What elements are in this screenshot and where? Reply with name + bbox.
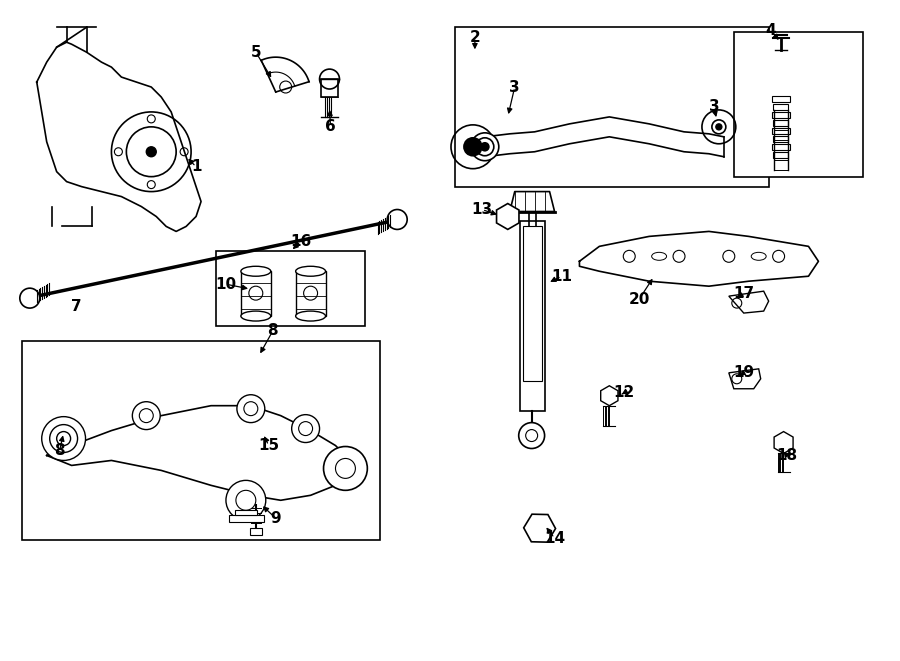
Bar bbox=[773, 104, 788, 110]
Text: 8: 8 bbox=[54, 443, 65, 458]
Text: 3: 3 bbox=[708, 99, 719, 114]
Circle shape bbox=[387, 210, 407, 229]
Bar bbox=[22, 341, 381, 540]
Bar bbox=[235, 510, 256, 515]
Text: 16: 16 bbox=[290, 234, 311, 249]
Bar bbox=[734, 32, 863, 176]
Text: 3: 3 bbox=[509, 79, 520, 95]
Text: 2: 2 bbox=[470, 30, 481, 45]
Text: 4: 4 bbox=[765, 22, 776, 38]
Circle shape bbox=[20, 288, 40, 308]
Bar bbox=[771, 112, 789, 118]
Ellipse shape bbox=[296, 266, 326, 276]
Bar bbox=[773, 152, 788, 158]
Polygon shape bbox=[729, 369, 760, 389]
Text: 14: 14 bbox=[544, 531, 565, 545]
Circle shape bbox=[464, 137, 482, 156]
Ellipse shape bbox=[296, 311, 326, 321]
Bar bbox=[519, 221, 544, 410]
Circle shape bbox=[518, 422, 544, 449]
Text: 11: 11 bbox=[551, 269, 572, 284]
Bar bbox=[773, 136, 788, 142]
Text: 15: 15 bbox=[258, 438, 279, 453]
Text: 17: 17 bbox=[734, 286, 754, 301]
Circle shape bbox=[716, 124, 722, 130]
Text: 7: 7 bbox=[71, 299, 82, 313]
Circle shape bbox=[147, 147, 157, 157]
Text: 12: 12 bbox=[614, 385, 634, 401]
Text: 8: 8 bbox=[267, 323, 278, 338]
Text: 5: 5 bbox=[250, 45, 261, 59]
Bar bbox=[229, 515, 264, 522]
Bar bbox=[773, 120, 788, 126]
Circle shape bbox=[41, 416, 86, 461]
Circle shape bbox=[226, 481, 266, 520]
Bar bbox=[771, 128, 789, 134]
Bar bbox=[296, 271, 326, 316]
Circle shape bbox=[481, 143, 489, 151]
Ellipse shape bbox=[241, 311, 271, 321]
Bar bbox=[320, 79, 338, 97]
Bar bbox=[523, 227, 542, 381]
Bar bbox=[216, 251, 365, 326]
Circle shape bbox=[471, 133, 499, 161]
Circle shape bbox=[323, 447, 367, 490]
Polygon shape bbox=[729, 291, 769, 313]
Bar bbox=[250, 528, 262, 535]
Bar bbox=[455, 27, 769, 186]
Bar bbox=[771, 96, 789, 102]
Text: 18: 18 bbox=[776, 448, 797, 463]
Text: 19: 19 bbox=[734, 366, 754, 380]
Text: 9: 9 bbox=[270, 511, 281, 525]
Ellipse shape bbox=[241, 266, 271, 276]
Bar bbox=[241, 271, 271, 316]
Text: 13: 13 bbox=[472, 202, 492, 217]
Circle shape bbox=[132, 402, 160, 430]
Text: 6: 6 bbox=[325, 120, 336, 134]
Text: 1: 1 bbox=[191, 159, 202, 175]
Circle shape bbox=[292, 414, 320, 442]
Circle shape bbox=[50, 424, 77, 453]
Circle shape bbox=[476, 137, 494, 156]
Bar bbox=[771, 144, 789, 150]
Text: 10: 10 bbox=[215, 277, 237, 292]
Circle shape bbox=[237, 395, 265, 422]
Text: 20: 20 bbox=[628, 292, 650, 307]
